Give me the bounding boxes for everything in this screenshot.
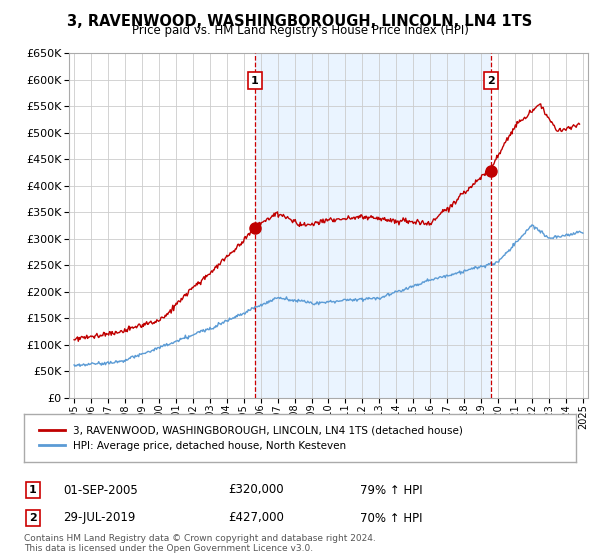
Text: £427,000: £427,000	[228, 511, 284, 525]
Text: £320,000: £320,000	[228, 483, 284, 497]
Text: 29-JUL-2019: 29-JUL-2019	[63, 511, 136, 525]
Text: Contains HM Land Registry data © Crown copyright and database right 2024.
This d: Contains HM Land Registry data © Crown c…	[24, 534, 376, 553]
Text: 01-SEP-2005: 01-SEP-2005	[63, 483, 138, 497]
Legend: 3, RAVENWOOD, WASHINGBOROUGH, LINCOLN, LN4 1TS (detached house), HPI: Average pr: 3, RAVENWOOD, WASHINGBOROUGH, LINCOLN, L…	[35, 422, 467, 455]
Text: 3, RAVENWOOD, WASHINGBOROUGH, LINCOLN, LN4 1TS: 3, RAVENWOOD, WASHINGBOROUGH, LINCOLN, L…	[67, 14, 533, 29]
Text: 1: 1	[29, 485, 37, 495]
Text: 79% ↑ HPI: 79% ↑ HPI	[360, 483, 422, 497]
Text: 70% ↑ HPI: 70% ↑ HPI	[360, 511, 422, 525]
Text: 1: 1	[251, 76, 259, 86]
Text: 2: 2	[487, 76, 495, 86]
Text: Price paid vs. HM Land Registry's House Price Index (HPI): Price paid vs. HM Land Registry's House …	[131, 24, 469, 37]
Text: 2: 2	[29, 513, 37, 523]
Bar	[255, 53, 491, 398]
